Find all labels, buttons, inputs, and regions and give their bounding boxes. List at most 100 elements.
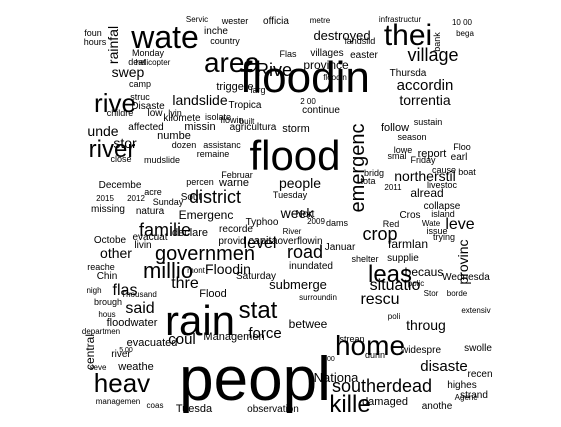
word-cloud-word: observation [247,404,299,415]
word-cloud-word: country [210,36,240,46]
word-cloud-word: alread [410,186,443,200]
word-cloud-word: Decembe [99,180,142,191]
word-cloud-word: sustain [414,117,443,127]
word-cloud-word: leve [445,216,474,233]
word-cloud-word: childre [107,108,134,118]
word-cloud-word: missin [184,121,215,133]
word-cloud-word: flood [249,132,340,179]
word-cloud-word: seve [90,363,107,372]
word-cloud-word: governmen [155,243,255,265]
word-cloud-word: rescu [360,291,399,308]
word-cloud-word: peopl [179,345,331,414]
word-cloud-word: strean [339,334,364,344]
word-cloud-word: deat [128,57,146,67]
word-cloud-word: southerdead [332,376,432,396]
word-cloud-word: swolle [464,343,492,354]
word-cloud-word: unde [87,123,118,139]
word-cloud-word: Red [383,219,400,229]
word-cloud-word: inundated [289,261,333,272]
word-cloud-word: week [280,205,315,221]
word-cloud-word: familie [139,220,191,240]
word-cloud-word: struc [130,92,150,102]
word-cloud-word: Floodin [205,261,251,277]
word-cloud-word: Chin [97,271,118,282]
word-cloud-word: throug [406,317,446,333]
word-cloud-word: province [303,58,349,72]
word-cloud-word: crop [362,224,397,244]
word-cloud-word: easter [350,50,378,61]
word-cloud-word: flowin [220,115,243,125]
word-cloud-word: river [111,349,131,360]
word-cloud-word: Tuesday [273,190,308,200]
word-cloud-word: Friday [410,155,436,165]
word-cloud-word: collapse [424,201,461,212]
word-cloud-word: force [248,325,281,342]
word-cloud-word: trying [433,232,455,242]
word-cloud-word: low [147,108,163,119]
word-cloud-word: borde [447,289,468,298]
word-cloud-word: kille [329,391,370,418]
word-cloud-word: tota [360,176,375,186]
word-cloud-word: Nationa [314,370,360,385]
word-cloud-word: continue [302,105,340,116]
word-cloud-word: Cros [399,210,420,221]
word-cloud-word: inche [204,26,228,37]
word-cloud-word: Disaste [131,101,165,112]
word-cloud-word: home [335,330,405,361]
word-cloud-word: isolate [205,112,231,122]
word-cloud-word: Typhoo [246,217,279,228]
word-cloud-word: poli [388,312,401,321]
word-cloud-word: floodwater [107,317,158,329]
word-cloud-word: managemen [96,397,140,406]
word-cloud-word: Octobe [94,235,127,246]
word-cloud-word: provid [218,236,245,247]
word-cloud-word: road [287,242,323,262]
word-cloud-word: accordin [397,77,454,94]
word-cloud-word: bridg [364,168,384,178]
word-cloud-word: Servic [186,15,208,24]
word-cloud-word: brough [94,297,122,307]
word-cloud-word: helicopter [136,58,171,67]
word-cloud-word: Wate [422,219,441,228]
word-cloud-word: evacuated [127,337,178,349]
word-cloud-word: Thousand [121,290,157,299]
word-cloud-word: dams [326,218,349,228]
word-cloud-word: lyin [168,108,182,118]
word-cloud-word: villages [310,48,343,59]
word-cloud-word: strand [460,390,488,401]
word-cloud-word: officia [263,16,289,27]
word-cloud-word: dozen [172,140,197,150]
word-cloud-word: remaine [197,149,230,159]
word-cloud-word: said [125,300,154,317]
word-cloud-word: Rive [256,60,292,80]
word-cloud-word: follow [381,122,409,134]
word-cloud-word: destroyed [313,28,370,43]
word-cloud-word: torrentia [399,92,451,108]
word-cloud-word: mont [187,266,206,275]
word-cloud-word: rainfal [105,26,121,64]
word-cloud-word: situatio [370,277,421,294]
word-cloud-word: 2011 [384,183,402,192]
word-cloud-word: assistanc [203,140,241,150]
word-cloud-word: storm [282,123,310,135]
word-cloud-word: earl [451,152,468,163]
word-cloud-word: affected [128,122,163,133]
word-cloud-word: camp [129,79,151,89]
word-cloud-word: Januar [325,242,356,253]
word-cloud-word: kilomete [163,113,201,124]
word-cloud-word: report [418,148,447,160]
word-cloud-word: disaste [420,358,468,375]
word-cloud-word: highes [447,380,476,391]
word-cloud-word: emergenc [347,124,369,213]
word-cloud-word: Thursda [390,68,427,79]
word-cloud-word: thre [171,275,199,292]
word-cloud-word: 5 00 [119,347,133,354]
word-cloud-word: Managemen [203,331,264,343]
word-cloud-word: 10 00 [452,18,473,27]
word-cloud-word: declare [172,227,208,239]
word-cloud-word: 2012 [127,194,145,203]
word-cloud-word: anothe [422,401,453,412]
word-cloud-word: wate [130,19,199,55]
word-cloud-word: Tuesda [176,403,213,415]
